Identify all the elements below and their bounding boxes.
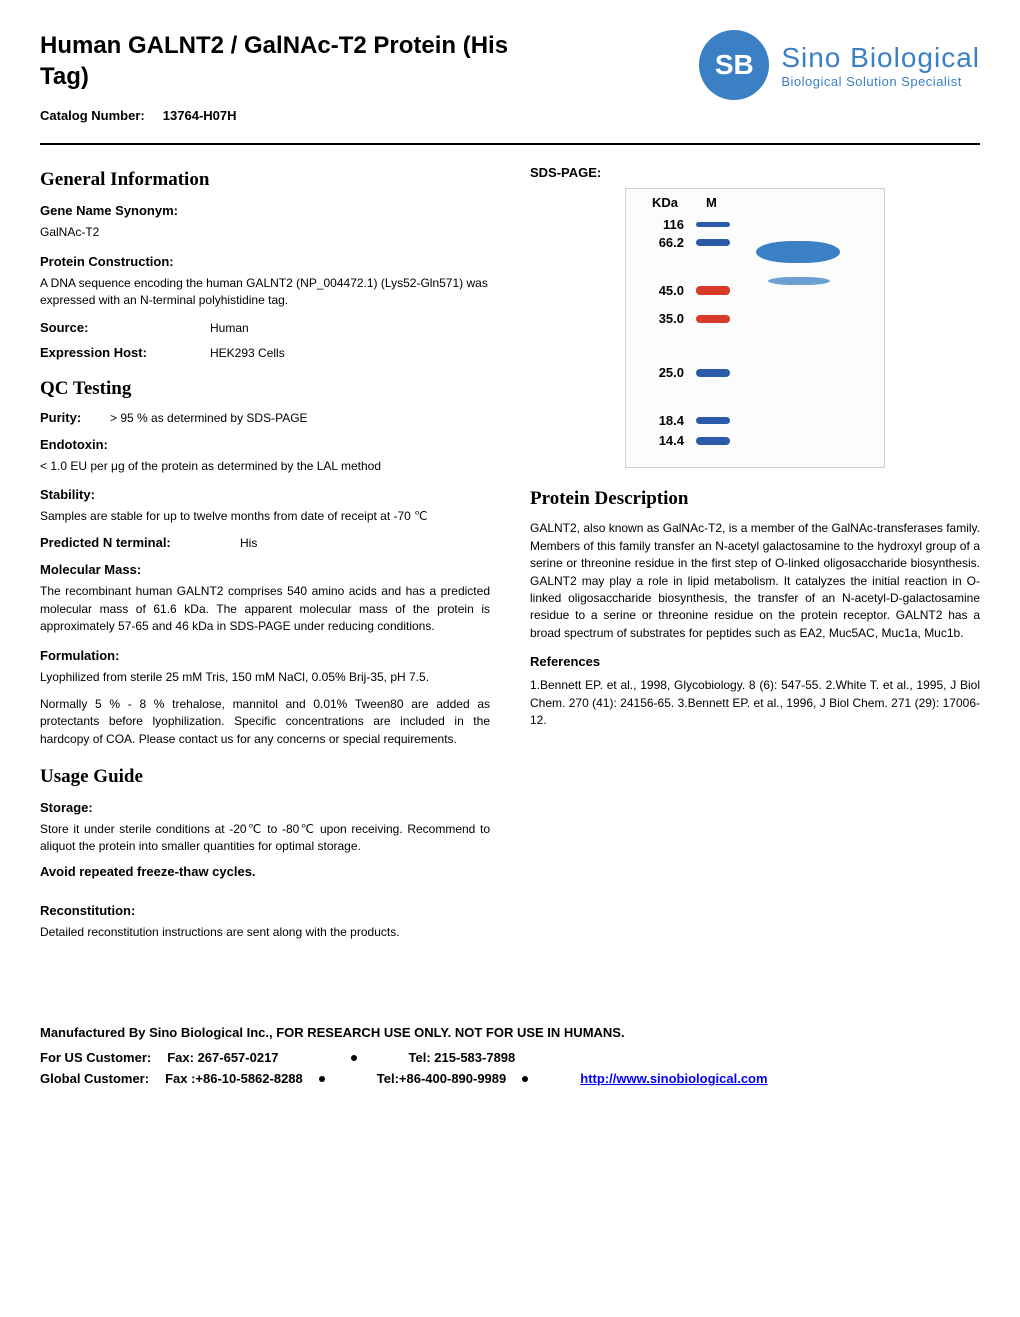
gel-sample-band bbox=[768, 277, 830, 285]
formulation-value-2: Normally 5 % - 8 % trehalose, mannitol a… bbox=[40, 696, 490, 748]
gel-marker-row: 66.2 bbox=[646, 235, 730, 250]
footer: Manufactured By Sino Biological Inc., FO… bbox=[40, 1025, 980, 1086]
usage-guide-title: Usage Guide bbox=[40, 766, 490, 788]
predicted-n-value: His bbox=[240, 536, 257, 550]
header: Human GALNT2 / GalNAc-T2 Protein (His Ta… bbox=[40, 30, 980, 145]
sds-gel-image: KDa M 116 66.2 45.0 35.0 25.0 18.4 14.4 bbox=[625, 188, 885, 468]
gel-marker-label: 116 bbox=[646, 217, 684, 232]
footer-website-link[interactable]: http://www.sinobiological.com bbox=[580, 1071, 767, 1086]
logo-badge-icon: SB bbox=[699, 30, 769, 100]
bullet-icon bbox=[522, 1076, 528, 1082]
sds-page-label: SDS-PAGE: bbox=[530, 165, 980, 180]
gel-marker-band bbox=[696, 315, 730, 323]
source-value: Human bbox=[210, 321, 249, 335]
gel-marker-label: 45.0 bbox=[646, 283, 684, 298]
gel-marker-band bbox=[696, 239, 730, 246]
molecular-mass-label: Molecular Mass: bbox=[40, 562, 490, 577]
storage-label: Storage: bbox=[40, 800, 490, 815]
purity-value: > 95 % as determined by SDS-PAGE bbox=[110, 411, 308, 425]
logo-text: Sino Biological Biological Solution Spec… bbox=[781, 42, 980, 89]
protein-description-text: GALNT2, also known as GalNAc-T2, is a me… bbox=[530, 520, 980, 642]
freeze-thaw-note: Avoid repeated freeze-thaw cycles. bbox=[40, 864, 490, 879]
expression-host-label: Expression Host: bbox=[40, 345, 170, 360]
stability-label: Stability: bbox=[40, 487, 490, 502]
protein-construction-label: Protein Construction: bbox=[40, 254, 490, 269]
gel-marker-band bbox=[696, 417, 730, 424]
gel-marker-band bbox=[696, 286, 730, 295]
references-label: References bbox=[530, 654, 980, 669]
gel-marker-band bbox=[696, 369, 730, 377]
purity-label: Purity: bbox=[40, 410, 90, 425]
formulation-value-1: Lyophilized from sterile 25 mM Tris, 150… bbox=[40, 669, 490, 686]
gel-marker-label: 66.2 bbox=[646, 235, 684, 250]
product-title: Human GALNT2 / GalNAc-T2 Protein (His Ta… bbox=[40, 30, 520, 92]
gel-marker-label: 25.0 bbox=[646, 365, 684, 380]
source-label: Source: bbox=[40, 320, 170, 335]
expression-host-value: HEK293 Cells bbox=[210, 346, 285, 360]
footer-global-line: Global Customer: Fax :+86-10-5862-8288 T… bbox=[40, 1071, 980, 1086]
right-column: SDS-PAGE: KDa M 116 66.2 45.0 35.0 25.0 18.4 1… bbox=[530, 165, 980, 945]
reconstitution-label: Reconstitution: bbox=[40, 903, 490, 918]
predicted-n-row: Predicted N terminal: His bbox=[40, 535, 490, 550]
expression-host-row: Expression Host: HEK293 Cells bbox=[40, 345, 490, 360]
qc-testing-title: QC Testing bbox=[40, 378, 490, 400]
footer-global-fax: Fax :+86-10-5862-8288 bbox=[165, 1071, 303, 1086]
endotoxin-label: Endotoxin: bbox=[40, 437, 490, 452]
gel-marker-row: 116 bbox=[646, 217, 730, 232]
footer-us-line: For US Customer: Fax: 267-657-0217 Tel: … bbox=[40, 1050, 980, 1065]
gel-marker-band bbox=[696, 222, 730, 227]
footer-global-tel: Tel:+86-400-890-9989 bbox=[377, 1071, 507, 1086]
gel-marker-row: 45.0 bbox=[646, 283, 730, 298]
header-left: Human GALNT2 / GalNAc-T2 Protein (His Ta… bbox=[40, 30, 520, 123]
gel-marker-row: 25.0 bbox=[646, 365, 730, 380]
left-column: General Information Gene Name Synonym: G… bbox=[40, 165, 490, 945]
content: General Information Gene Name Synonym: G… bbox=[40, 165, 980, 945]
gel-marker-label: 14.4 bbox=[646, 433, 684, 448]
gel-marker-row: 14.4 bbox=[646, 433, 730, 448]
stability-value: Samples are stable for up to twelve mont… bbox=[40, 508, 490, 525]
sds-gel-container: KDa M 116 66.2 45.0 35.0 25.0 18.4 14.4 bbox=[530, 188, 980, 468]
general-info-title: General Information bbox=[40, 169, 490, 191]
purity-row: Purity: > 95 % as determined by SDS-PAGE bbox=[40, 410, 490, 425]
molecular-mass-value: The recombinant human GALNT2 comprises 5… bbox=[40, 583, 490, 635]
gel-marker-row: 35.0 bbox=[646, 311, 730, 326]
gene-synonym-value: GalNAc-T2 bbox=[40, 224, 490, 241]
reconstitution-value: Detailed reconstitution instructions are… bbox=[40, 924, 490, 941]
bullet-icon bbox=[351, 1055, 357, 1061]
source-row: Source: Human bbox=[40, 320, 490, 335]
protein-construction-value: A DNA sequence encoding the human GALNT2… bbox=[40, 275, 490, 310]
catalog-label: Catalog Number: bbox=[40, 108, 145, 123]
gel-marker-band bbox=[696, 437, 730, 445]
footer-global-label: Global Customer: bbox=[40, 1071, 149, 1086]
gel-marker-label: 35.0 bbox=[646, 311, 684, 326]
predicted-n-label: Predicted N terminal: bbox=[40, 535, 200, 550]
endotoxin-value: < 1.0 EU per μg of the protein as determ… bbox=[40, 458, 490, 475]
footer-us-fax: Fax: 267-657-0217 bbox=[167, 1050, 278, 1065]
company-logo: SB Sino Biological Biological Solution S… bbox=[699, 30, 980, 100]
catalog-line: Catalog Number: 13764-H07H bbox=[40, 108, 520, 123]
formulation-label: Formulation: bbox=[40, 648, 490, 663]
footer-disclaimer: Manufactured By Sino Biological Inc., FO… bbox=[40, 1025, 980, 1040]
logo-company-name: Sino Biological bbox=[781, 42, 980, 74]
references-text: 1.Bennett EP. et al., 1998, Glycobiology… bbox=[530, 677, 980, 729]
gel-marker-row: 18.4 bbox=[646, 413, 730, 428]
footer-us-tel: Tel: 215-583-7898 bbox=[409, 1050, 516, 1065]
storage-value: Store it under sterile conditions at -20… bbox=[40, 821, 490, 856]
protein-description-title: Protein Description bbox=[530, 488, 980, 510]
gel-sample-band bbox=[756, 241, 840, 263]
bullet-icon bbox=[319, 1076, 325, 1082]
footer-us-label: For US Customer: bbox=[40, 1050, 151, 1065]
gel-m-label: M bbox=[706, 195, 717, 210]
gel-marker-label: 18.4 bbox=[646, 413, 684, 428]
gene-synonym-label: Gene Name Synonym: bbox=[40, 203, 490, 218]
gel-kda-label: KDa bbox=[652, 195, 678, 210]
catalog-value: 13764-H07H bbox=[163, 108, 237, 123]
logo-tagline: Biological Solution Specialist bbox=[781, 74, 980, 89]
